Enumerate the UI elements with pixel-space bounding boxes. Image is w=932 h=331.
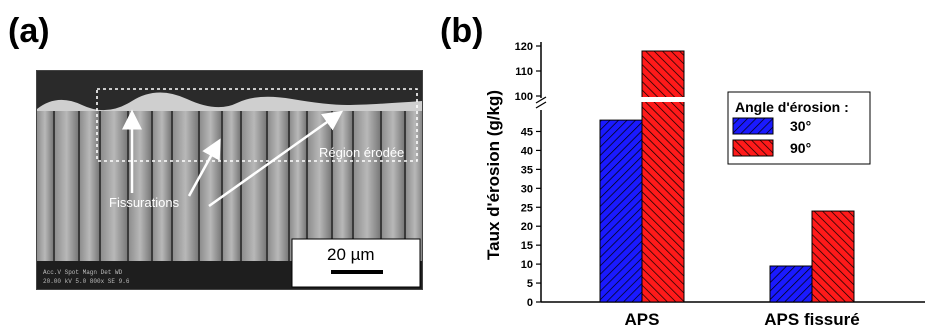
x-tick-label: APS xyxy=(625,310,660,329)
bar-break-gap xyxy=(641,97,685,102)
y-tick-label: 35 xyxy=(521,164,533,176)
y-tick-label: 30 xyxy=(521,183,533,195)
bar-30-1 xyxy=(769,265,813,303)
axis-break-mark xyxy=(535,96,547,104)
y-tick-label: 40 xyxy=(521,145,533,157)
region-label: Région érodée xyxy=(319,145,405,160)
y-tick-label: 45 xyxy=(521,126,533,138)
y-tick-label: 10 xyxy=(521,259,533,271)
legend-swatch-30 xyxy=(732,117,774,135)
svg-text:20.00 kV 5.0 800x SE 9.6: 20.00 kV 5.0 800x SE 9.6 xyxy=(43,278,130,285)
axis-break-mark xyxy=(535,101,547,109)
y-tick-label: 20 xyxy=(521,221,533,233)
panel-label-b: (b) xyxy=(440,12,484,50)
crack-label: Fissurations xyxy=(109,195,180,210)
legend: Angle d'érosion : 30° 90° xyxy=(727,91,871,165)
x-tick-label: APS fissuré xyxy=(764,310,859,329)
legend-label-30: 30° xyxy=(790,118,811,134)
y-tick-label: 100 xyxy=(515,91,533,103)
legend-label-90: 90° xyxy=(790,140,811,156)
y-tick-label: 120 xyxy=(515,41,533,53)
y-tick-label: 0 xyxy=(527,297,533,309)
svg-text:Acc.V Spot Magn Det WD: Acc.V Spot Magn Det WD xyxy=(43,269,123,276)
legend-swatch-90 xyxy=(732,139,774,157)
y-tick-label: 110 xyxy=(515,66,533,78)
y-tick-label: 25 xyxy=(521,202,533,214)
y-axis-label: Taux d'érosion (g/kg) xyxy=(484,90,503,260)
bar-90-0 xyxy=(641,50,685,303)
sem-micrograph: Acc.V Spot Magn Det WD 20.00 kV 5.0 800x… xyxy=(36,70,423,290)
scalebar-label: 20 µm xyxy=(327,245,375,264)
legend-title: Angle d'érosion : xyxy=(735,99,849,115)
bar-90-1 xyxy=(811,210,855,303)
scalebar xyxy=(331,270,383,274)
y-tick-label: 15 xyxy=(521,240,533,252)
bar-30-0 xyxy=(599,119,643,303)
y-tick-label: 5 xyxy=(527,278,533,290)
eroded-region-box xyxy=(96,88,418,162)
panel-label-a: (a) xyxy=(8,12,50,50)
